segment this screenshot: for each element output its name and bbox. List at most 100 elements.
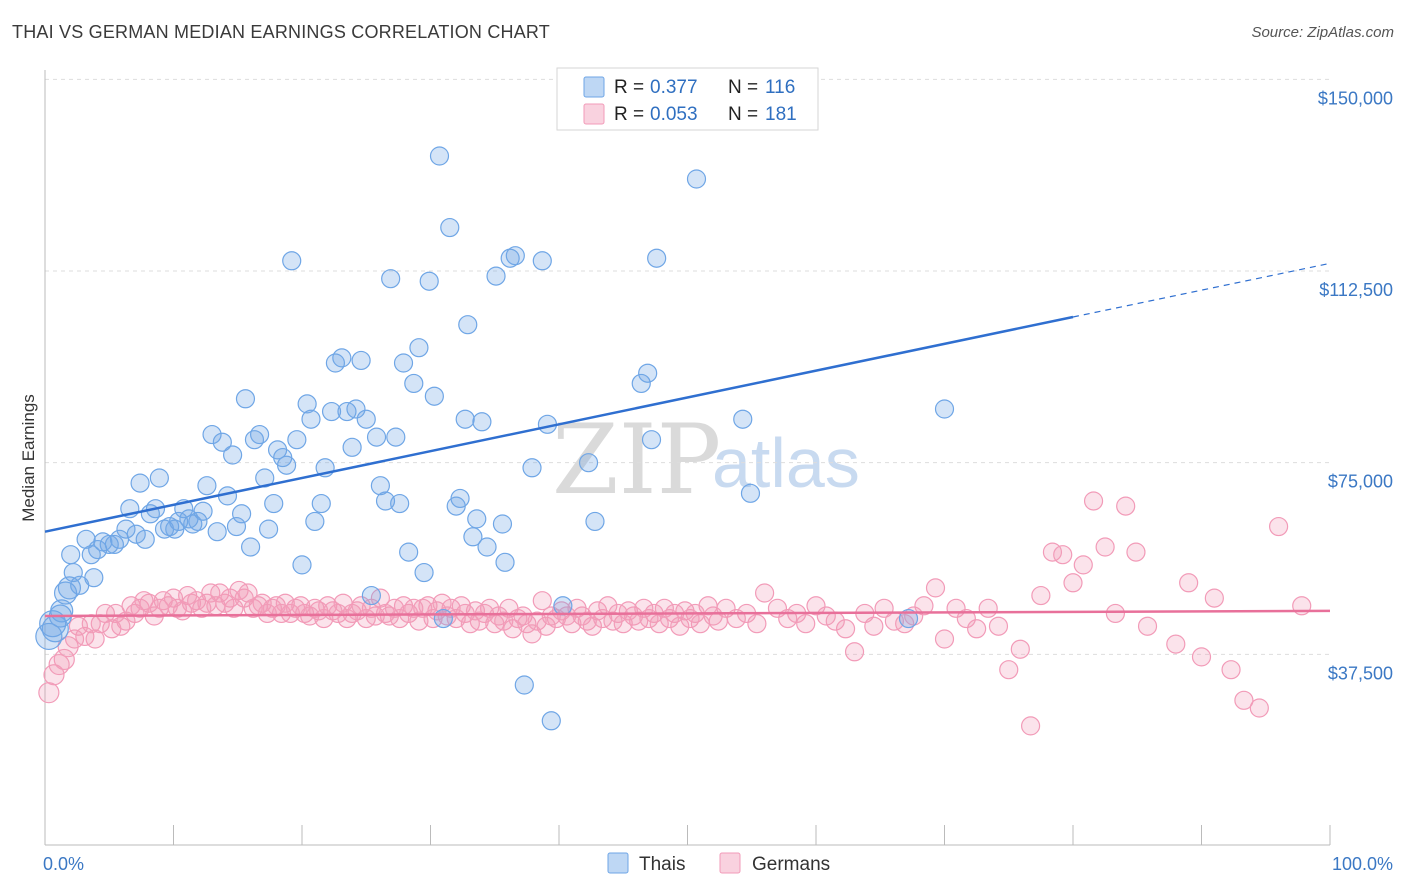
thais-point-111: [934, 399, 955, 419]
bottom-legend-thais: Thais: [639, 854, 685, 875]
thais-point-12: [104, 534, 124, 555]
thais-point-75: [409, 338, 429, 358]
thais-point-55: [311, 493, 331, 514]
thais-point-41: [244, 430, 265, 450]
germans-point-29: [181, 593, 202, 613]
thais-point-23: [160, 516, 180, 537]
germans-point-153: [864, 616, 884, 636]
germans-point-121: [623, 606, 644, 626]
germans-point-112: [577, 611, 597, 631]
germans-point-179: [1137, 616, 1158, 636]
thais-point-38: [232, 504, 252, 524]
thais-point-61: [342, 437, 362, 457]
thais-point-72: [393, 353, 414, 373]
bottom-legend: Thais Germans: [607, 852, 830, 875]
thais-point-63: [351, 350, 371, 371]
x-tick-labels: 0.0% 100.0%: [43, 854, 1393, 874]
germans-point-150: [835, 619, 856, 639]
thais-point-17: [130, 473, 150, 493]
thais-point-28: [183, 514, 203, 534]
thais-point-29: [188, 511, 208, 532]
germans-point-186: [1249, 698, 1269, 718]
thais-point-65: [361, 585, 381, 606]
thais-point-67: [370, 476, 390, 496]
thais-point-114: [61, 545, 81, 565]
bottom-legend-swatch-germans: [719, 852, 741, 874]
germans-point-158: [914, 596, 934, 616]
thais-point-42: [249, 424, 270, 445]
germans-point-49: [275, 593, 295, 613]
germans-point-36: [215, 593, 235, 613]
thais-point-51: [292, 555, 312, 575]
germans-point-9: [85, 629, 105, 649]
y-tick-label-0: $37,500: [1328, 663, 1393, 683]
germans-point-3: [53, 648, 75, 671]
thais-point-57: [321, 401, 342, 422]
thais-point-31: [197, 476, 217, 496]
germans-point-147: [806, 596, 826, 616]
germans-point-38: [224, 598, 244, 618]
thais-point-90: [486, 266, 506, 286]
germans-point-148: [816, 606, 836, 626]
source-credit: Source: ZipAtlas.com: [1251, 24, 1394, 41]
thais-point-66: [366, 427, 387, 447]
legend-r-value-germans: 0.053: [650, 104, 698, 125]
thais-point-99: [541, 711, 561, 731]
germans-point-31: [192, 598, 212, 618]
germans-point-162: [956, 608, 976, 629]
thais-point-30: [193, 501, 213, 521]
thais-point-50: [287, 430, 307, 450]
thais-point-44: [258, 519, 279, 539]
thais-point-102: [585, 511, 605, 532]
y-axis-label: Median Earnings: [19, 394, 38, 522]
thais-point-36: [223, 445, 243, 465]
bottom-legend-germans: Germans: [752, 854, 830, 875]
germans-point-166: [999, 660, 1019, 680]
thais-point-64: [356, 409, 376, 429]
legend-swatch-germans: [583, 103, 605, 125]
germans-point-167: [1010, 639, 1030, 659]
thais-point-108: [733, 409, 753, 429]
thais-point-71: [390, 493, 410, 514]
germans-point-178: [1126, 542, 1146, 562]
germans-point-164: [978, 598, 998, 618]
thais-point-54: [305, 511, 325, 532]
x-tick-label-0: 0.0%: [43, 854, 84, 874]
thais-point-74: [404, 373, 424, 394]
thais-point-32: [202, 424, 222, 445]
thais-point-107: [686, 169, 707, 189]
germans-point-184: [1221, 660, 1241, 680]
y-tick-label-1: $75,000: [1328, 472, 1393, 492]
thais-point-96: [522, 458, 542, 478]
germans-point-60: [328, 603, 348, 624]
germans-point-77: [409, 611, 429, 631]
thais-point-89: [477, 537, 497, 557]
thais-point-52: [297, 394, 317, 414]
thais-point-49: [282, 251, 302, 271]
x-tick-label-1: 100.0%: [1332, 854, 1393, 874]
thais-point-68: [375, 491, 396, 511]
thais-point-45: [264, 493, 284, 514]
thais-point-34: [212, 432, 232, 452]
germans-point-20: [139, 593, 159, 613]
legend-r-label-germans: R =: [614, 104, 644, 125]
germans-point-159: [925, 578, 946, 598]
axes: [44, 70, 1331, 846]
germans-point-26: [167, 598, 187, 618]
thais-point-115: [84, 568, 104, 588]
germans-point-183: [1204, 588, 1224, 608]
thais-point-113: [50, 599, 74, 623]
thais-point-11: [99, 534, 119, 555]
watermark: ZIP atlas: [552, 404, 860, 516]
chart-title: THAI VS GERMAN MEDIAN EARNINGS CORRELATI…: [12, 22, 550, 42]
thais-point-88: [472, 412, 492, 432]
thais-point-94: [505, 246, 525, 266]
germans-point-13: [106, 603, 126, 624]
germans-point-14: [111, 616, 131, 636]
germans-point-185: [1234, 690, 1254, 710]
germans-point-97: [503, 619, 523, 639]
germans-point-104: [536, 616, 556, 636]
thais-point-110: [898, 608, 919, 629]
thais-point-87: [467, 509, 487, 529]
